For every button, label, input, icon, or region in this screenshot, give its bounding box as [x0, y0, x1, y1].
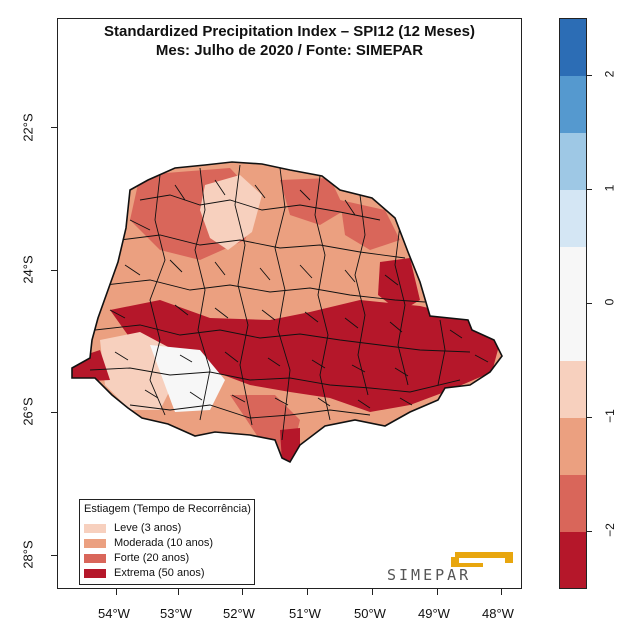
- colorbar-segment: [560, 418, 586, 475]
- colorbar-segment: [560, 190, 586, 247]
- legend-item-forte: Forte (20 anos): [84, 552, 189, 564]
- legend-label: Extrema (50 anos): [114, 567, 205, 579]
- state-border: [71, 161, 503, 464]
- colorbar-tick-0: 0: [602, 298, 617, 306]
- colorbar-tick-neg1: −1: [602, 409, 617, 423]
- legend-label: Moderada (10 anos): [114, 537, 214, 549]
- title-line-1: Standardized Precipitation Index – SPI12…: [104, 23, 475, 40]
- y-tick-24s: 24°S: [20, 255, 36, 284]
- spi-colorbar: [559, 18, 587, 589]
- legend-label: Forte (20 anos): [114, 552, 190, 564]
- simepar-logo: SIMEPAR: [387, 552, 513, 584]
- legend-item-leve: Leve (3 anos): [84, 522, 181, 534]
- colorbar-segment: [560, 76, 586, 133]
- colorbar-tick-2: 2: [602, 70, 617, 78]
- legend-swatch: [84, 553, 106, 563]
- y-tick-22s: 22°S: [20, 113, 36, 142]
- colorbar-tick-1: 1: [602, 184, 617, 192]
- x-tick-50w: 50°W: [354, 606, 386, 621]
- colorbar-segment: [560, 19, 586, 76]
- svg-text:SIMEPAR: SIMEPAR: [387, 566, 471, 584]
- title-line-2: Mes: Julho de 2020 / Fonte: SIMEPAR: [155, 42, 424, 59]
- map-title: Standardized Precipitation Index – SPI12…: [57, 22, 522, 60]
- colorbar-segment: [560, 532, 586, 588]
- legend-swatch: [84, 538, 106, 548]
- legend-title: Estiagem (Tempo de Recorrência): [84, 503, 251, 515]
- legend-item-extrema: Extrema (50 anos): [84, 567, 204, 579]
- x-tick-49w: 49°W: [418, 606, 450, 621]
- y-tick-28s: 28°S: [20, 540, 36, 569]
- x-tick-51w: 51°W: [289, 606, 321, 621]
- colorbar-tick-neg2: −2: [602, 523, 617, 537]
- x-tick-52w: 52°W: [223, 606, 255, 621]
- colorbar-segment: [560, 133, 586, 190]
- legend-label: Leve (3 anos): [114, 522, 182, 534]
- colorbar-segment: [560, 475, 586, 532]
- legend-swatch: [84, 568, 106, 578]
- x-tick-48w: 48°W: [482, 606, 514, 621]
- x-tick-54w: 54°W: [98, 606, 130, 621]
- legend-swatch: [84, 523, 106, 533]
- colorbar-segment: [560, 247, 586, 361]
- y-tick-26s: 26°S: [20, 397, 36, 426]
- map-legend: Estiagem (Tempo de Recorrência) Leve (3 …: [79, 499, 255, 585]
- parana-map: [71, 161, 503, 464]
- legend-item-moderada: Moderada (10 anos): [84, 537, 213, 549]
- x-tick-53w: 53°W: [160, 606, 192, 621]
- colorbar-segment: [560, 361, 586, 418]
